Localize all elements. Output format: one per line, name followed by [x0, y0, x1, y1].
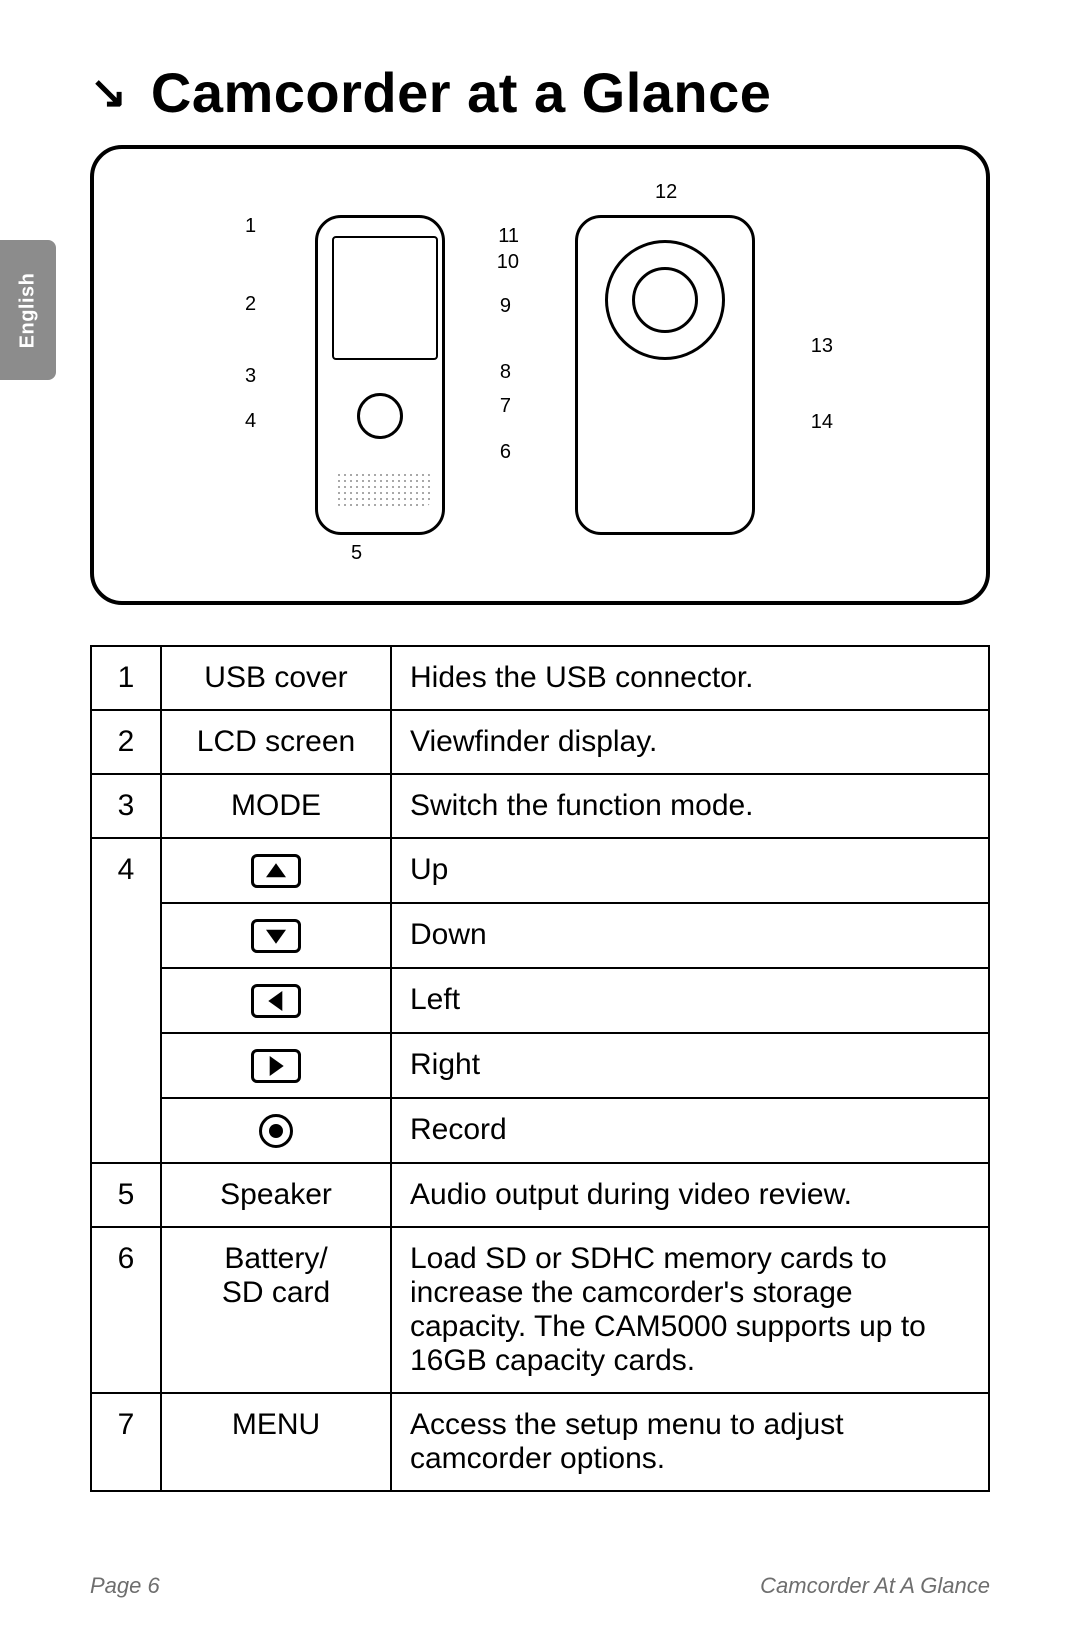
- page-footer: Page 6 Camcorder At A Glance: [90, 1573, 990, 1599]
- part-description: Down: [391, 903, 989, 968]
- part-number: 5: [91, 1163, 161, 1227]
- callout-6: 6: [500, 441, 511, 464]
- left-icon: [251, 984, 301, 1018]
- callout-4: 4: [245, 410, 256, 433]
- part-description: Viewfinder display.: [391, 710, 989, 774]
- table-row: Record: [91, 1098, 989, 1163]
- page-content: ↘ Camcorder at a Glance 1 2 3 4 5 11 10 …: [90, 60, 990, 1492]
- table-row: 4Up: [91, 838, 989, 903]
- part-description: Up: [391, 838, 989, 903]
- part-number: 1: [91, 646, 161, 710]
- part-description: Access the setup menu to adjust camcorde…: [391, 1393, 989, 1491]
- camcorder-front-view: 1 2 3 4 5 11 10 9 8 7 6: [255, 215, 505, 535]
- callout-14: 14: [811, 411, 833, 434]
- footer-page-number: Page 6: [90, 1573, 160, 1599]
- part-label: MODE: [161, 774, 391, 838]
- callout-11: 11: [498, 225, 519, 248]
- part-label: [161, 903, 391, 968]
- part-description: Audio output during video review.: [391, 1163, 989, 1227]
- part-description: Load SD or SDHC memory cards to increase…: [391, 1227, 989, 1393]
- table-row: 1USB coverHides the USB connector.: [91, 646, 989, 710]
- part-description: Right: [391, 1033, 989, 1098]
- callout-5: 5: [351, 542, 362, 565]
- up-icon: [251, 854, 301, 888]
- part-number: 4: [91, 838, 161, 1163]
- part-label: USB cover: [161, 646, 391, 710]
- table-row: 7MENUAccess the setup menu to adjust cam…: [91, 1393, 989, 1491]
- part-label: Battery/SD card: [161, 1227, 391, 1393]
- page-title-row: ↘ Camcorder at a Glance: [90, 60, 990, 125]
- page-title: Camcorder at a Glance: [151, 60, 772, 125]
- part-number: 6: [91, 1227, 161, 1393]
- arrow-down-right-icon: ↘: [90, 67, 127, 118]
- table-row: Down: [91, 903, 989, 968]
- camcorder-back-view: 12 13 14: [575, 215, 825, 535]
- callout-1: 1: [245, 215, 256, 238]
- callout-13: 13: [811, 335, 833, 358]
- table-row: 3MODESwitch the function mode.: [91, 774, 989, 838]
- part-description: Hides the USB connector.: [391, 646, 989, 710]
- part-description: Switch the function mode.: [391, 774, 989, 838]
- callout-8: 8: [500, 361, 511, 384]
- part-description: Left: [391, 968, 989, 1033]
- part-label: [161, 838, 391, 903]
- right-icon: [251, 1049, 301, 1083]
- part-label: [161, 968, 391, 1033]
- part-number: 3: [91, 774, 161, 838]
- part-label: [161, 1033, 391, 1098]
- down-icon: [251, 919, 301, 953]
- part-number: 7: [91, 1393, 161, 1491]
- table-row: 5SpeakerAudio output during video review…: [91, 1163, 989, 1227]
- part-number: 2: [91, 710, 161, 774]
- part-label: [161, 1098, 391, 1163]
- part-description: Record: [391, 1098, 989, 1163]
- callout-7: 7: [500, 395, 511, 418]
- parts-table: 1USB coverHides the USB connector.2LCD s…: [90, 645, 990, 1492]
- table-row: Right: [91, 1033, 989, 1098]
- part-label: MENU: [161, 1393, 391, 1491]
- callout-10: 10: [497, 251, 519, 274]
- footer-section-title: Camcorder At A Glance: [760, 1573, 990, 1599]
- table-row: Left: [91, 968, 989, 1033]
- language-tab-label: English: [17, 272, 40, 348]
- table-row: 6Battery/SD cardLoad SD or SDHC memory c…: [91, 1227, 989, 1393]
- callout-3: 3: [245, 365, 256, 388]
- part-label: Speaker: [161, 1163, 391, 1227]
- record-icon: [259, 1114, 293, 1148]
- callout-9: 9: [500, 295, 511, 318]
- device-diagram: 1 2 3 4 5 11 10 9 8 7 6 12 13: [90, 145, 990, 605]
- table-row: 2LCD screenViewfinder display.: [91, 710, 989, 774]
- language-tab: English: [0, 240, 56, 380]
- part-label: LCD screen: [161, 710, 391, 774]
- callout-12: 12: [655, 181, 677, 204]
- callout-2: 2: [245, 293, 256, 316]
